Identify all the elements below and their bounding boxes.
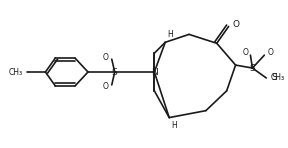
Text: O: O (267, 48, 273, 57)
Text: S: S (249, 63, 255, 73)
Text: O: O (103, 82, 109, 91)
Text: O: O (242, 48, 249, 57)
Text: H: H (171, 121, 177, 130)
Text: S: S (271, 73, 277, 82)
Text: O: O (103, 53, 109, 62)
Text: N: N (151, 67, 158, 77)
Text: S: S (112, 67, 118, 77)
Text: O: O (232, 20, 239, 29)
Text: CH₃: CH₃ (270, 73, 284, 82)
Text: H: H (167, 30, 173, 39)
Text: CH₃: CH₃ (8, 67, 22, 77)
